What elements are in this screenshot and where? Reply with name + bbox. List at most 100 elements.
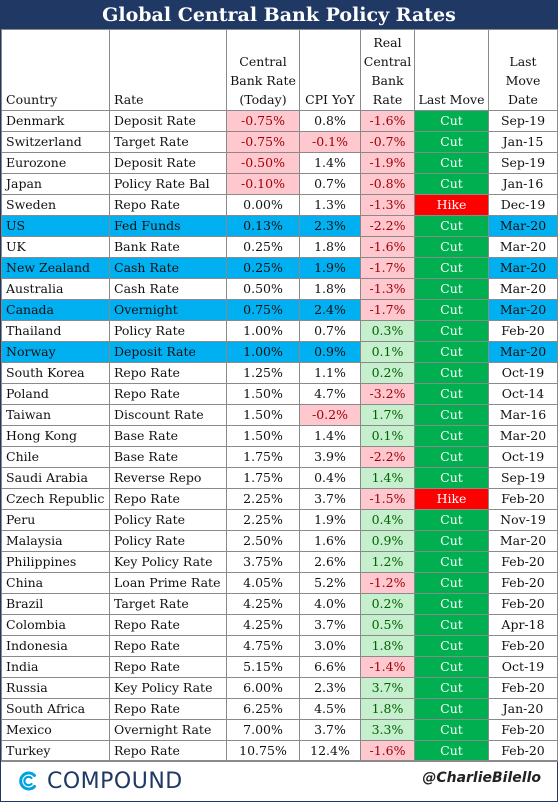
move-date-cell: Oct-19 (488, 446, 558, 468)
move-date-cell: Mar-20 (488, 215, 558, 237)
table-title: Global Central Bank Policy Rates (1, 1, 557, 29)
country-cell: Peru (1, 509, 110, 531)
last-move-cell: Cut (414, 173, 489, 195)
table-row: New Zealand Cash Rate 0.25% 1.9% -1.7% Cut Mar… (1, 257, 558, 279)
cpi-cell: 12.4% (299, 740, 361, 762)
cb-rate-cell: 2.50% (226, 530, 300, 552)
table-row: Thailand Policy Rate 1.00% 0.7% 0.3% Cut Feb-2… (1, 320, 558, 342)
real-rate-cell: 1.2% (360, 551, 415, 573)
cb-rate-cell: 1.00% (226, 320, 300, 342)
real-rate-cell: -0.8% (360, 173, 415, 195)
header-cb-rate: Central Bank Rate (Today) (226, 29, 300, 111)
rate-name-cell: Key Policy Rate (109, 551, 227, 573)
real-rate-cell: 0.3% (360, 320, 415, 342)
real-rate-cell: -1.5% (360, 488, 415, 510)
cpi-cell: 1.9% (299, 509, 361, 531)
real-rate-cell: -1.3% (360, 194, 415, 216)
country-cell: Norway (1, 341, 110, 363)
last-move-cell: Cut (414, 593, 489, 615)
cpi-cell: 1.8% (299, 278, 361, 300)
last-move-cell: Cut (414, 656, 489, 678)
last-move-cell: Cut (414, 236, 489, 258)
country-cell: Eurozone (1, 152, 110, 174)
table-row: UK Bank Rate 0.25% 1.8% -1.6% Cut Mar-20 (1, 236, 558, 258)
real-rate-cell: -2.2% (360, 215, 415, 237)
move-date-cell: Feb-20 (488, 488, 558, 510)
real-rate-cell: -1.6% (360, 740, 415, 762)
cpi-cell: 1.8% (299, 236, 361, 258)
cpi-cell: 0.7% (299, 320, 361, 342)
move-date-cell: Nov-19 (488, 509, 558, 531)
cpi-cell: 0.7% (299, 173, 361, 195)
table-row: Hong Kong Base Rate 1.50% 1.4% 0.1% Cut Mar-20 (1, 425, 558, 447)
table-row: Japan Policy Rate Bal -0.10% 0.7% -0.8% Cut Ja… (1, 173, 558, 195)
rate-name-cell: Target Rate (109, 593, 227, 615)
rate-name-cell: Cash Rate (109, 257, 227, 279)
country-cell: Russia (1, 677, 110, 699)
country-cell: Poland (1, 383, 110, 405)
real-rate-cell: 0.1% (360, 425, 415, 447)
real-rate-cell: 0.9% (360, 530, 415, 552)
cb-rate-cell: 1.75% (226, 446, 300, 468)
real-rate-cell: 1.8% (360, 698, 415, 720)
table-row: Eurozone Deposit Rate -0.50% 1.4% -1.9% Cut Se… (1, 152, 558, 174)
country-cell: Philippines (1, 551, 110, 573)
country-cell: Turkey (1, 740, 110, 762)
move-date-cell: Oct-14 (488, 383, 558, 405)
rate-name-cell: Discount Rate (109, 404, 227, 426)
cb-rate-cell: 5.15% (226, 656, 300, 678)
table-row: Australia Cash Rate 0.50% 1.8% -1.3% Cut Mar-2… (1, 278, 558, 300)
real-rate-cell: -1.6% (360, 236, 415, 258)
rate-name-cell: Reverse Repo (109, 467, 227, 489)
table-row: Indonesia Repo Rate 4.75% 3.0% 1.8% Cut Feb-20 (1, 635, 558, 657)
cb-rate-cell: 1.25% (226, 362, 300, 384)
header-real-line: Bank (371, 73, 404, 88)
table-row: Saudi Arabia Reverse Repo 1.75% 0.4% 1.4% Cut… (1, 467, 558, 489)
cb-rate-cell: -0.50% (226, 152, 300, 174)
country-cell: Australia (1, 278, 110, 300)
move-date-cell: Mar-20 (488, 341, 558, 363)
move-date-cell: Feb-20 (488, 320, 558, 342)
cb-rate-cell: 2.25% (226, 509, 300, 531)
last-move-cell: Cut (414, 740, 489, 762)
cb-rate-cell: 1.50% (226, 404, 300, 426)
rate-name-cell: Policy Rate (109, 530, 227, 552)
table-row: US Fed Funds 0.13% 2.3% -2.2% Cut Mar-20 (1, 215, 558, 237)
real-rate-cell: 1.8% (360, 635, 415, 657)
table-row: Russia Key Policy Rate 6.00% 2.3% 3.7% Cut Feb… (1, 677, 558, 699)
table-row: Poland Repo Rate 1.50% 4.7% -3.2% Cut Oct-14 (1, 383, 558, 405)
cpi-cell: 4.5% (299, 698, 361, 720)
cpi-cell: 4.0% (299, 593, 361, 615)
rate-name-cell: Repo Rate (109, 635, 227, 657)
country-cell: Switzerland (1, 131, 110, 153)
move-date-cell: Apr-18 (488, 614, 558, 636)
country-cell: Hong Kong (1, 425, 110, 447)
last-move-cell: Cut (414, 425, 489, 447)
header-real-line: Central (363, 54, 412, 69)
rate-name-cell: Base Rate (109, 446, 227, 468)
move-date-cell: Feb-20 (488, 593, 558, 615)
header-rate: Rate (109, 29, 227, 111)
cpi-cell: 1.3% (299, 194, 361, 216)
cb-rate-cell: 3.75% (226, 551, 300, 573)
cb-rate-cell: 1.50% (226, 383, 300, 405)
cpi-cell: 3.7% (299, 719, 361, 741)
cb-rate-cell: 10.75% (226, 740, 300, 762)
footer: COMPOUND @CharlieBilello (1, 760, 557, 801)
header-date-line: Last (509, 54, 537, 69)
move-date-cell: Jan-15 (488, 131, 558, 153)
table-row: Taiwan Discount Rate 1.50% -0.2% 1.7% Cut Mar-… (1, 404, 558, 426)
real-rate-cell: -1.2% (360, 572, 415, 594)
country-cell: Mexico (1, 719, 110, 741)
real-rate-cell: 0.2% (360, 593, 415, 615)
real-rate-cell: -1.6% (360, 110, 415, 132)
cpi-cell: 1.9% (299, 257, 361, 279)
table-row: Denmark Deposit Rate -0.75% 0.8% -1.6% Cut Sep… (1, 110, 558, 132)
cb-rate-cell: 4.25% (226, 614, 300, 636)
move-date-cell: Dec-19 (488, 194, 558, 216)
header-country: Country (1, 29, 110, 111)
move-date-cell: Mar-20 (488, 299, 558, 321)
cpi-cell: 1.1% (299, 362, 361, 384)
move-date-cell: Mar-16 (488, 404, 558, 426)
